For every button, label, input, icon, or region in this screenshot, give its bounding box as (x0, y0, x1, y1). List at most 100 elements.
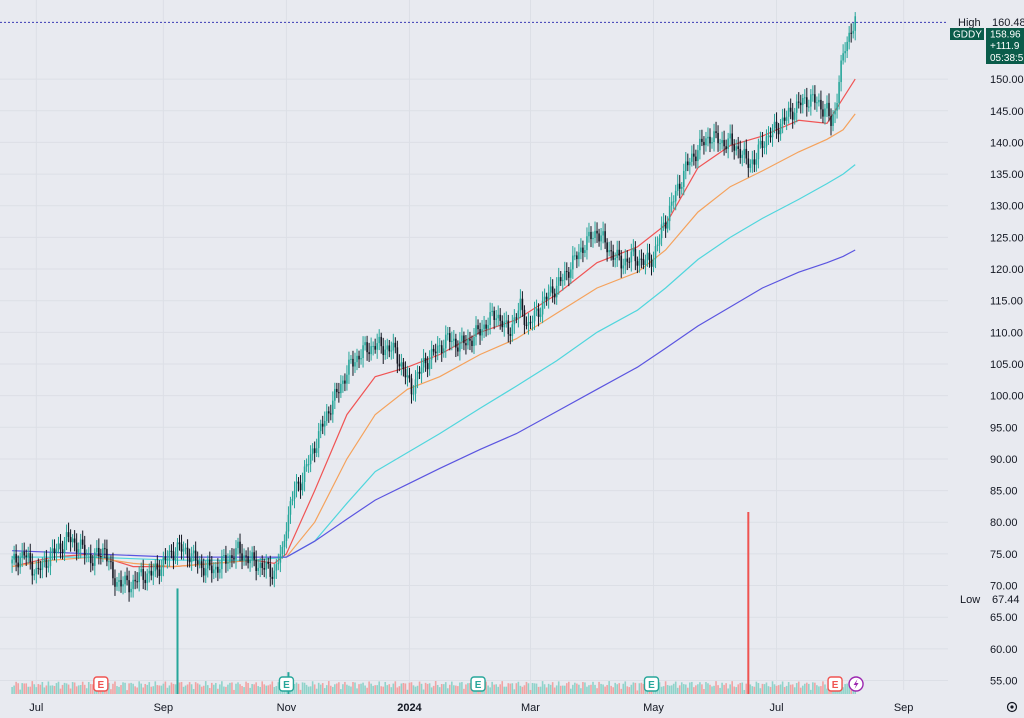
candle-body[interactable] (251, 552, 253, 560)
candle-body[interactable] (231, 555, 233, 559)
candle-body[interactable] (471, 340, 473, 347)
candle-body[interactable] (852, 30, 854, 34)
candle-body[interactable] (586, 236, 588, 251)
candle-body[interactable] (239, 541, 241, 554)
candle-body[interactable] (473, 336, 475, 347)
candle-body[interactable] (124, 575, 126, 585)
candle-body[interactable] (693, 153, 695, 157)
candle-body[interactable] (513, 317, 516, 325)
earnings-marker[interactable]: E (278, 676, 295, 692)
candle-body[interactable] (606, 242, 608, 253)
candle-body[interactable] (309, 454, 312, 465)
candle-body[interactable] (469, 338, 471, 341)
candle-body[interactable] (642, 259, 645, 265)
candle-body[interactable] (184, 547, 187, 550)
candle-body[interactable] (630, 251, 633, 263)
candle-body[interactable] (444, 334, 447, 349)
candle-body[interactable] (451, 340, 453, 342)
candle-body[interactable] (624, 258, 627, 266)
candle-body[interactable] (79, 539, 82, 550)
candle-body[interactable] (814, 94, 816, 103)
candle-body[interactable] (388, 345, 391, 352)
candle-body[interactable] (202, 567, 205, 576)
candle-body[interactable] (467, 338, 469, 346)
candle-body[interactable] (106, 548, 108, 562)
candle-body[interactable] (588, 231, 590, 237)
candle-body[interactable] (515, 317, 518, 319)
candle-body[interactable] (461, 335, 463, 342)
candle-body[interactable] (98, 547, 100, 557)
flash-icon[interactable] (848, 676, 864, 692)
candle-body[interactable] (134, 579, 136, 582)
candle-body[interactable] (775, 121, 778, 131)
candle-body[interactable] (703, 141, 705, 146)
candle-body[interactable] (844, 51, 846, 54)
candle-body[interactable] (584, 250, 586, 253)
candle-body[interactable] (39, 568, 42, 570)
candle-body[interactable] (446, 333, 449, 335)
candle-body[interactable] (648, 252, 651, 260)
candle-body[interactable] (414, 379, 417, 394)
candle-body[interactable] (217, 566, 219, 573)
candle-body[interactable] (301, 481, 304, 491)
candle-body[interactable] (307, 464, 310, 466)
candle-body[interactable] (656, 244, 659, 247)
candle-body[interactable] (154, 563, 157, 572)
candle-body[interactable] (434, 351, 437, 354)
candle-body[interactable] (678, 183, 681, 189)
candle-body[interactable] (356, 355, 358, 363)
candle-body[interactable] (41, 561, 44, 570)
candle-body[interactable] (104, 548, 106, 550)
candle-body[interactable] (63, 541, 66, 553)
candle-body[interactable] (652, 258, 655, 267)
candle-body[interactable] (574, 255, 576, 257)
candle-body[interactable] (457, 347, 459, 352)
candle-body[interactable] (430, 348, 433, 360)
candle-body[interactable] (27, 553, 30, 557)
candle-body[interactable] (555, 285, 558, 298)
candle-body[interactable] (820, 99, 822, 110)
candle-body[interactable] (614, 257, 616, 260)
candle-body[interactable] (148, 570, 151, 574)
candle-body[interactable] (797, 101, 800, 103)
candle-body[interactable] (654, 246, 657, 259)
candle-body[interactable] (493, 310, 495, 320)
candle-body[interactable] (842, 53, 844, 61)
candle-body[interactable] (668, 205, 671, 222)
candle-body[interactable] (709, 136, 711, 144)
candle-body[interactable] (428, 359, 431, 370)
candle-body[interactable] (660, 224, 663, 239)
candle-body[interactable] (578, 252, 580, 260)
candle-body[interactable] (77, 549, 80, 553)
candle-body[interactable] (295, 481, 298, 491)
candle-body[interactable] (448, 333, 451, 342)
candle-body[interactable] (850, 32, 852, 34)
candle-body[interactable] (646, 252, 649, 261)
candle-body[interactable] (773, 121, 776, 128)
candle-body[interactable] (279, 553, 282, 563)
candle-body[interactable] (741, 154, 744, 158)
candle-body[interactable] (96, 547, 98, 553)
candle-body[interactable] (206, 559, 209, 569)
candle-body[interactable] (610, 250, 612, 252)
candle-body[interactable] (779, 123, 782, 135)
candle-body[interactable] (622, 265, 625, 269)
candle-body[interactable] (400, 362, 403, 367)
candle-body[interactable] (636, 261, 639, 266)
candle-body[interactable] (13, 553, 15, 560)
candle-body[interactable] (47, 566, 50, 568)
candle-body[interactable] (190, 553, 193, 563)
candle-body[interactable] (180, 544, 183, 552)
candle-body[interactable] (313, 448, 316, 453)
candle-body[interactable] (344, 380, 346, 384)
candle-body[interactable] (271, 576, 274, 579)
candle-body[interactable] (404, 369, 407, 378)
candle-body[interactable] (340, 383, 342, 394)
candle-body[interactable] (150, 570, 153, 576)
candle-body[interactable] (87, 553, 90, 555)
candle-body[interactable] (525, 324, 528, 326)
candle-body[interactable] (838, 82, 840, 104)
candle-body[interactable] (608, 250, 610, 253)
candle-body[interactable] (285, 531, 288, 541)
candle-body[interactable] (354, 362, 356, 367)
